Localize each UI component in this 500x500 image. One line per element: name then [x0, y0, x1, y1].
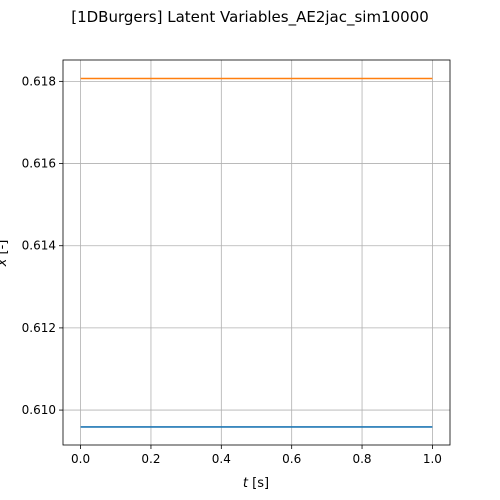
- plot-area: [63, 60, 450, 445]
- x-tick-label: 0.0: [71, 452, 90, 466]
- x-axis-label: t [s]: [243, 476, 269, 491]
- y-axis-label-unit: [-]: [0, 240, 10, 255]
- x-axis-label-var: t: [243, 476, 249, 491]
- x-tick-label: 1.0: [423, 452, 442, 466]
- x-tick-label: 0.2: [141, 452, 160, 466]
- y-tick-label: 0.610: [22, 403, 56, 417]
- x-tick-label: 0.8: [352, 452, 371, 466]
- y-axis-label-var: x: [0, 258, 10, 267]
- chart-title: [1DBurgers] Latent Variables_AE2jac_sim1…: [71, 8, 429, 27]
- x-tick-label: 0.6: [282, 452, 301, 466]
- x-tick-label: 0.4: [212, 452, 231, 466]
- y-tick-label: 0.612: [22, 321, 56, 335]
- y-tick-label: 0.618: [22, 74, 56, 88]
- y-tick-label: 0.614: [22, 239, 56, 253]
- y-tick-label: 0.616: [22, 157, 56, 171]
- y-axis-label: x [-]: [0, 240, 10, 268]
- x-axis-label-unit: [s]: [252, 476, 269, 491]
